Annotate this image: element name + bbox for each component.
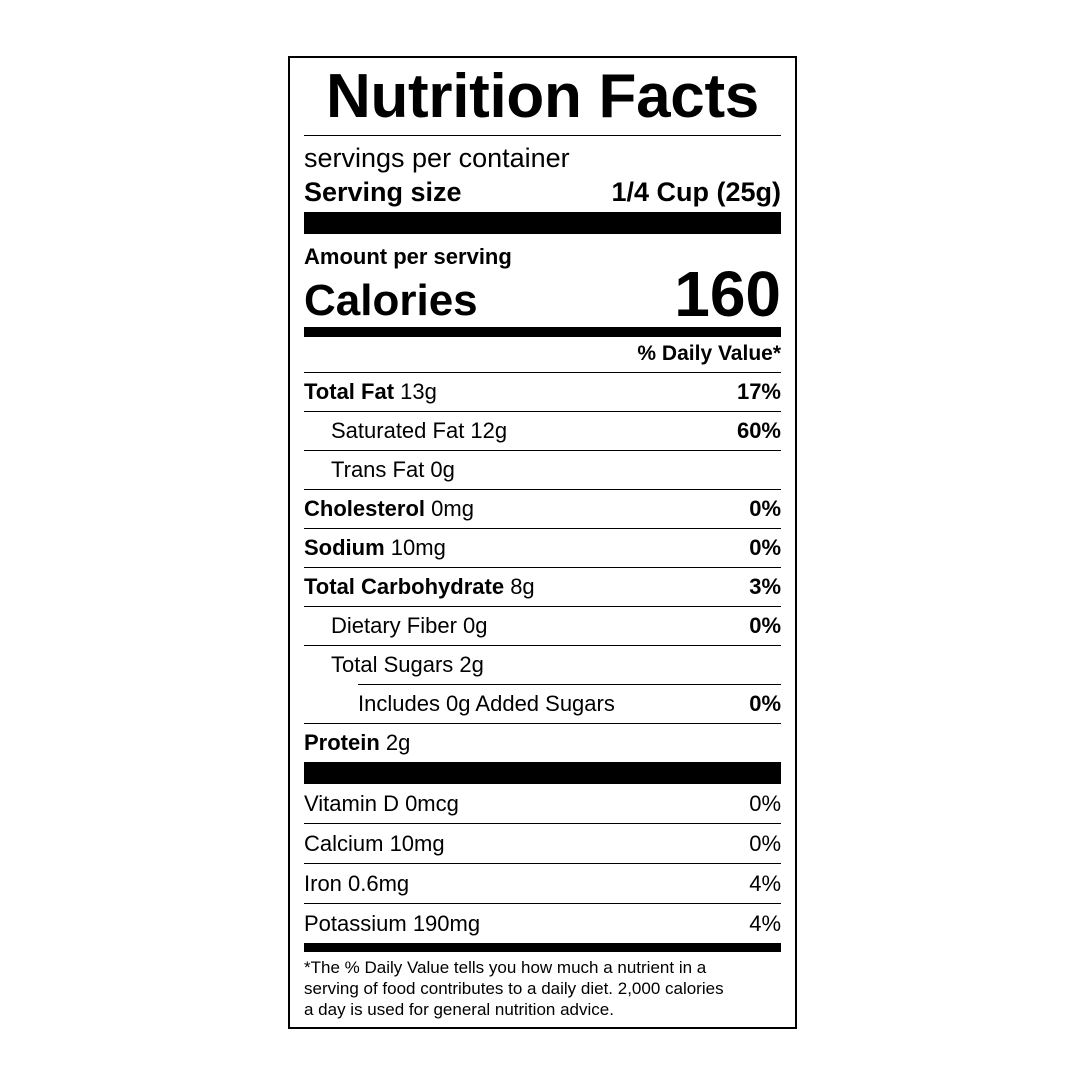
- nutrient: Sodium 10mg: [304, 535, 446, 561]
- daily-value: 0%: [749, 790, 781, 816]
- thick-bar: [304, 762, 781, 784]
- nutrients: Total Fat 13g 17% Saturated Fat 12g 60% Tran…: [304, 373, 781, 762]
- footnote-line: *The % Daily Value tells you how much a …: [304, 958, 707, 977]
- nutrient-row: Total Fat 13g 17%: [304, 373, 781, 411]
- daily-value: 0%: [749, 691, 781, 716]
- daily-value: 17%: [736, 379, 781, 404]
- nutrient-row: Dietary Fiber 0g 0%: [304, 606, 781, 645]
- nutrient: Protein 2g: [304, 730, 410, 756]
- thick-bar: [304, 327, 781, 337]
- daily-value: 4%: [749, 870, 781, 896]
- nutrient-name: Calcium 10mg: [304, 830, 445, 856]
- daily-value: 0%: [749, 613, 781, 638]
- nutrient-name: Trans Fat 0g: [331, 457, 455, 482]
- daily-value: 0%: [749, 496, 781, 521]
- nutrient-row: Cholesterol 0mg 0%: [304, 489, 781, 528]
- nutrient-row: Protein 2g: [304, 723, 781, 762]
- calories-label: Calories: [304, 276, 478, 325]
- footnote: *The % Daily Value tells you how much a …: [304, 957, 781, 1020]
- nutrient: Total Carbohydrate 8g: [304, 574, 535, 600]
- thick-bar: [304, 212, 781, 234]
- nutrient: Iron 0.6mg: [304, 871, 409, 897]
- nutrient-amount: 10mg: [390, 535, 446, 560]
- nutrient-name: Total Carbohydrate: [304, 574, 505, 599]
- footnote-line: serving of food contributes to a daily d…: [304, 979, 724, 998]
- serving-size-value: 1/4 Cup (25g): [611, 177, 781, 207]
- title: Nutrition Facts: [304, 58, 781, 136]
- nutrient: Potassium 190mg: [304, 911, 480, 937]
- daily-value: 4%: [749, 910, 781, 936]
- calories: Calories 160: [304, 262, 781, 326]
- nutrient-name: Vitamin D 0mcg: [304, 790, 459, 816]
- nutrient-name: Saturated Fat 12g: [331, 418, 508, 443]
- nutrient-amount: 0mg: [431, 496, 474, 521]
- nutrient-amount: 8g: [510, 574, 535, 599]
- nutrient-row: Calcium 10mg 0%: [304, 823, 781, 863]
- nutrient-name: Total Sugars 2g: [331, 652, 484, 677]
- nutrient-row: Vitamin D 0mcg 0%: [304, 784, 781, 823]
- daily-value: 3%: [749, 574, 781, 599]
- footnote-line: a day is used for general nutrition advi…: [304, 1000, 614, 1019]
- nutrient-name: Sodium: [304, 535, 385, 560]
- nutrient-row: Total Sugars 2g: [304, 645, 781, 684]
- nutrient-name: Protein: [304, 730, 380, 755]
- nutrition-label: Nutrition Facts servings per container S…: [288, 56, 797, 1029]
- nutrient: Dietary Fiber 0g: [304, 613, 488, 639]
- thick-bar: [304, 943, 781, 952]
- daily-value-header: % Daily Value*: [304, 337, 781, 373]
- calories-value: 160: [674, 258, 781, 330]
- nutrient-name: Dietary Fiber 0g: [331, 613, 488, 638]
- nutrient: Trans Fat 0g: [304, 457, 455, 483]
- daily-value: 0%: [749, 830, 781, 856]
- nutrient-name: Iron 0.6mg: [304, 870, 410, 896]
- nutrient: Includes 0g Added Sugars: [358, 691, 615, 717]
- nutrient-name: Cholesterol: [304, 496, 426, 521]
- nutrient: Total Sugars 2g: [304, 652, 484, 678]
- nutrient-row: Potassium 190mg 4%: [304, 903, 781, 943]
- amount-per-serving: Amount per serving: [304, 244, 512, 269]
- nutrient: Vitamin D 0mcg: [304, 791, 459, 817]
- servings: servings per container: [304, 143, 570, 173]
- nutrient-row: Total Carbohydrate 8g 3%: [304, 567, 781, 606]
- vitamins: Vitamin D 0mcg 0% Calcium 10mg 0% Iron 0.6mg…: [304, 784, 781, 943]
- nutrient-row: Sodium 10mg 0%: [304, 528, 781, 567]
- nutrient-amount: 13g: [400, 379, 437, 404]
- serving-size: Serving size 1/4 Cup (25g): [304, 174, 781, 210]
- nutrient-row: Includes 0g Added Sugars 0%: [358, 684, 781, 723]
- nutrient-row: Iron 0.6mg 4%: [304, 863, 781, 903]
- nutrient-name: Includes 0g Added Sugars: [358, 691, 615, 716]
- nutrient: Cholesterol 0mg: [304, 496, 474, 522]
- nutrient-amount: 2g: [385, 730, 411, 755]
- nutrient-name: Potassium 190mg: [304, 910, 481, 936]
- nutrient-row: Trans Fat 0g: [304, 450, 781, 489]
- nutrient: Total Fat 13g: [304, 379, 437, 405]
- nutrient-row: Saturated Fat 12g 60%: [304, 411, 781, 450]
- daily-value: 0%: [749, 535, 781, 560]
- nutrient: Calcium 10mg: [304, 831, 445, 857]
- nutrient-name: Total Fat: [304, 379, 395, 404]
- serving-size-label: Serving size: [304, 177, 462, 207]
- daily-value: 60%: [736, 418, 781, 443]
- nutrient: Saturated Fat 12g: [304, 418, 507, 444]
